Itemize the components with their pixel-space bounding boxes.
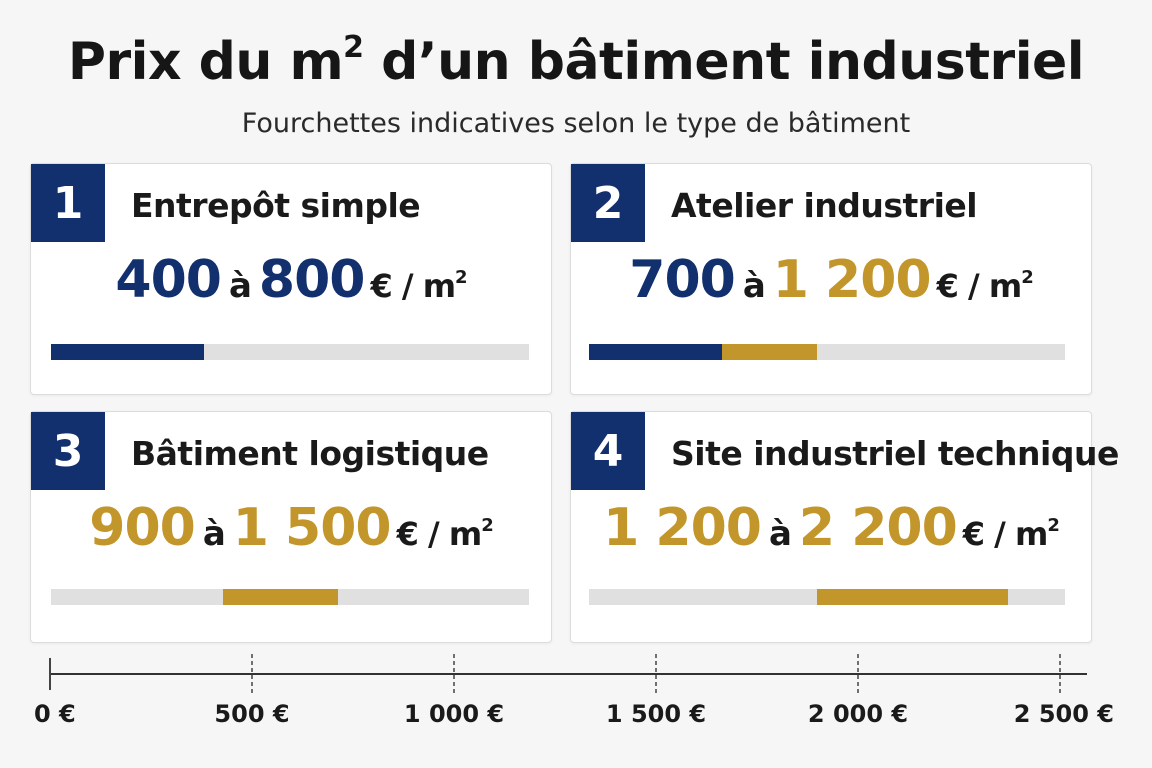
page-title: Prix du m2 d’un bâtiment industriel bbox=[0, 30, 1152, 92]
price-high: 800 bbox=[258, 250, 366, 310]
card-entrepot: 1 Entrepôt simple 400 à 800 € / m2 bbox=[30, 163, 552, 395]
range-track bbox=[51, 344, 529, 360]
unit-sup: 2 bbox=[455, 267, 467, 288]
card-title: Atelier industriel bbox=[671, 186, 978, 225]
price-high: 2 200 bbox=[798, 498, 958, 558]
axis-tick-label: 0 € bbox=[34, 700, 76, 728]
price-range: 900 à 1 500 € / m2 bbox=[31, 498, 551, 558]
axis-tick-label: 1 000 € bbox=[404, 700, 504, 728]
price-unit: € / m2 bbox=[936, 267, 1034, 305]
axis-tick-label: 2 500 € bbox=[1014, 700, 1114, 728]
title-text: Prix du m bbox=[67, 32, 344, 92]
axis-tick-label: 1 500 € bbox=[606, 700, 706, 728]
unit-sup: 2 bbox=[1047, 515, 1059, 536]
price-unit: € / m2 bbox=[370, 267, 467, 305]
range-track bbox=[589, 589, 1065, 605]
range-bar-segment bbox=[51, 344, 204, 360]
title-sup: 2 bbox=[343, 30, 364, 65]
axis-tick-label: 2 000 € bbox=[808, 700, 908, 728]
price-high: 1 200 bbox=[772, 250, 932, 310]
price-high: 1 500 bbox=[232, 498, 392, 558]
price-sep: à bbox=[768, 514, 792, 554]
unit-text: € / m bbox=[396, 515, 483, 553]
range-bar-segment bbox=[589, 344, 723, 360]
card-number: 4 bbox=[571, 412, 645, 490]
price-sep: à bbox=[228, 266, 252, 306]
card-atelier: 2 Atelier industriel 700 à 1 200 € / m2 bbox=[570, 163, 1092, 395]
range-bar-segment bbox=[722, 344, 818, 360]
title-rest: d’un bâtiment industriel bbox=[363, 32, 1085, 92]
price-unit: € / m2 bbox=[396, 515, 494, 553]
axis-ticks: 0 € 500 € 1 000 € 1 500 € 2 000 € 2 500 € bbox=[34, 654, 1114, 728]
card-logistique: 3 Bâtiment logistique 900 à 1 500 € / m2 bbox=[30, 411, 552, 643]
price-axis: 0 € 500 € 1 000 € 1 500 € 2 000 € 2 500 € bbox=[34, 654, 1114, 728]
price-sep: à bbox=[202, 514, 226, 554]
page-subtitle: Fourchettes indicatives selon le type de… bbox=[241, 108, 911, 139]
unit-text: € / m bbox=[936, 267, 1023, 305]
price-sep: à bbox=[742, 266, 766, 306]
card-number: 3 bbox=[31, 412, 105, 490]
unit-sup: 2 bbox=[481, 515, 493, 536]
card-number: 1 bbox=[31, 164, 105, 242]
price-low: 1 200 bbox=[603, 498, 762, 558]
card-title: Site industriel technique bbox=[671, 434, 1119, 473]
price-range: 1 200 à 2 200 € / m2 bbox=[571, 498, 1091, 558]
price-low: 900 bbox=[89, 498, 196, 558]
price-range: 700 à 1 200 € / m2 bbox=[571, 250, 1091, 310]
card-site-technique: 4 Site industriel technique 1 200 à 2 200 €… bbox=[570, 411, 1119, 643]
unit-sup: 2 bbox=[1021, 267, 1033, 288]
range-bar-segment bbox=[223, 589, 338, 605]
range-track bbox=[51, 589, 529, 605]
range-bar-segment bbox=[817, 589, 1008, 605]
axis-tick-label: 500 € bbox=[214, 700, 289, 728]
price-low: 400 bbox=[115, 250, 222, 310]
price-unit: € / m2 bbox=[962, 515, 1060, 553]
price-low: 700 bbox=[629, 250, 736, 310]
unit-text: € / m bbox=[370, 267, 456, 305]
range-track bbox=[589, 344, 1065, 360]
card-title: Bâtiment logistique bbox=[131, 434, 489, 473]
unit-text: € / m bbox=[962, 515, 1049, 553]
price-range: 400 à 800 € / m2 bbox=[31, 250, 551, 310]
card-title: Entrepôt simple bbox=[131, 186, 421, 225]
card-number: 2 bbox=[571, 164, 645, 242]
